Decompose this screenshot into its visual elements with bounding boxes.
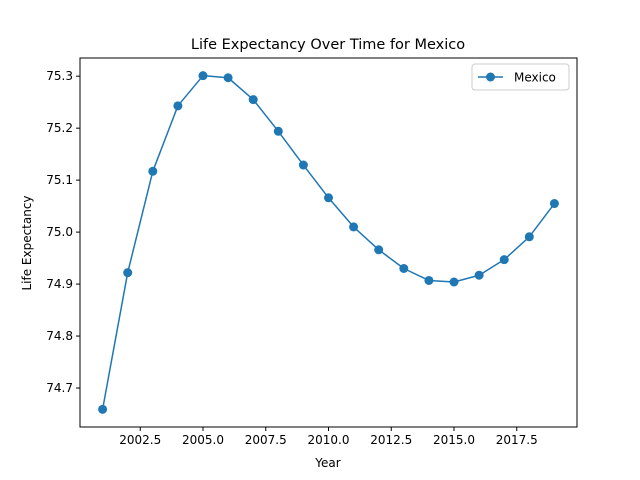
y-tick-label: 75.2 bbox=[46, 121, 73, 135]
x-axis-label: Year bbox=[314, 456, 340, 470]
data-point bbox=[524, 232, 534, 242]
y-tick-label: 75.3 bbox=[46, 69, 73, 83]
data-point bbox=[223, 73, 233, 83]
data-point bbox=[98, 404, 108, 414]
data-point bbox=[399, 263, 409, 273]
x-tick-label: 2002.5 bbox=[119, 433, 161, 447]
legend-box bbox=[471, 63, 570, 91]
data-point bbox=[198, 71, 208, 81]
data-point bbox=[298, 160, 308, 170]
x-tick-label: 2015.0 bbox=[433, 433, 475, 447]
y-tick-label: 74.7 bbox=[46, 381, 73, 395]
data-point bbox=[549, 199, 559, 209]
y-axis-label: Life Expectancy bbox=[20, 195, 34, 290]
data-point bbox=[273, 126, 283, 136]
data-point bbox=[449, 277, 459, 287]
data-point bbox=[374, 245, 384, 255]
data-point bbox=[324, 193, 333, 203]
legend-marker-swatch bbox=[486, 72, 495, 82]
series-layer bbox=[98, 71, 559, 414]
data-point bbox=[474, 270, 484, 280]
data-point bbox=[123, 268, 133, 278]
x-axis: 2002.5 2005.0 2007.5 2010.0 2012.5 2015.0 2017… bbox=[119, 427, 538, 447]
x-tick-label: 2012.5 bbox=[370, 433, 412, 447]
y-tick-label: 75.0 bbox=[46, 225, 73, 239]
data-point bbox=[173, 101, 183, 111]
data-point bbox=[148, 166, 158, 176]
data-point bbox=[499, 255, 509, 265]
data-point bbox=[349, 222, 359, 232]
y-tick-label: 74.9 bbox=[46, 277, 73, 291]
data-point bbox=[424, 275, 434, 285]
x-tick-label: 2007.5 bbox=[245, 433, 287, 447]
legend: Mexico bbox=[471, 63, 570, 91]
x-tick-label: 2005.0 bbox=[182, 433, 224, 447]
y-tick-label: 75.1 bbox=[46, 173, 73, 187]
y-tick-label: 74.8 bbox=[46, 329, 73, 343]
data-point bbox=[248, 95, 258, 105]
x-tick-label: 2017.5 bbox=[496, 433, 538, 447]
chart-title: Life Expectancy Over Time for Mexico bbox=[191, 37, 465, 53]
x-tick-label: 2010.0 bbox=[308, 433, 350, 447]
legend-label-mexico: Mexico bbox=[514, 71, 556, 85]
y-axis: 74.7 74.8 74.9 75.0 75.1 75.2 75.3 bbox=[46, 69, 80, 395]
